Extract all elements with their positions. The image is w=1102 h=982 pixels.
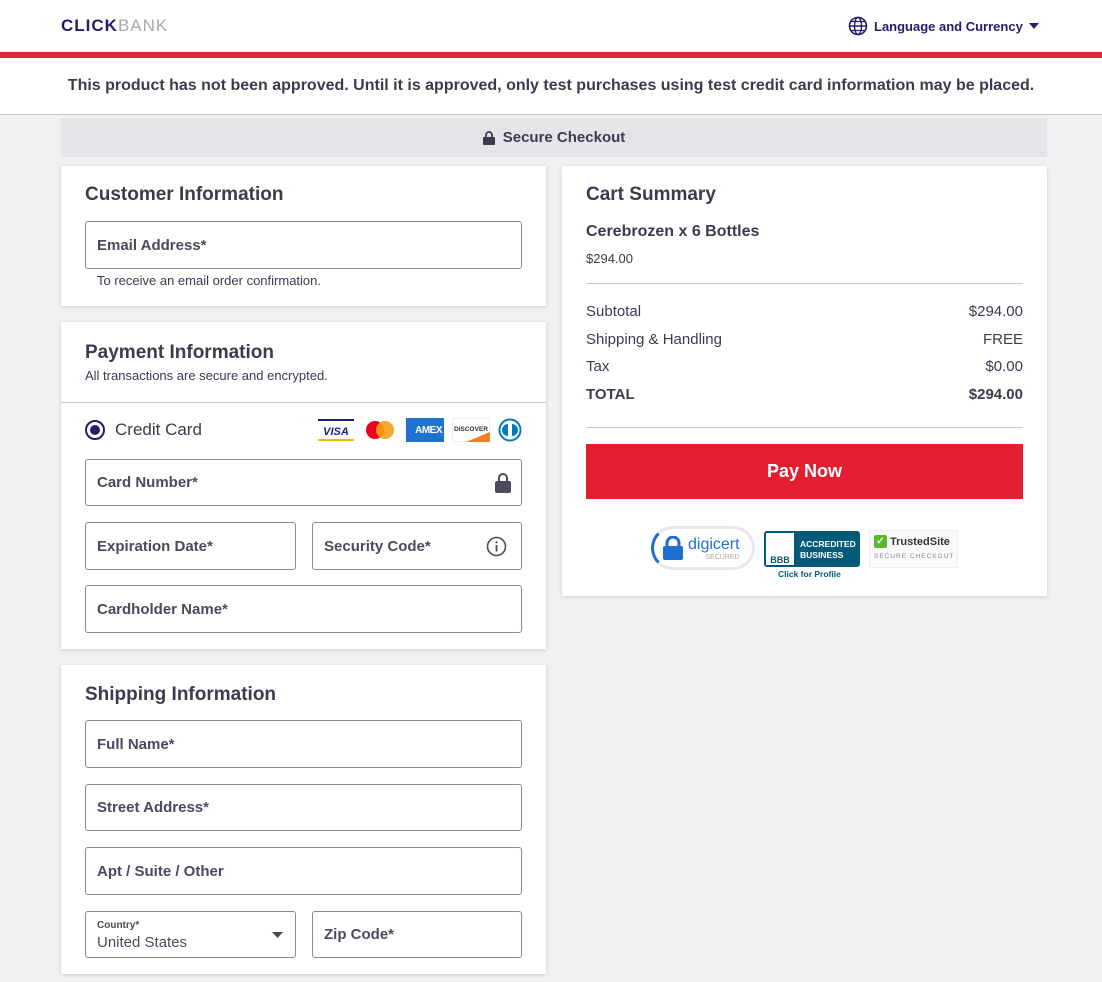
- language-currency-button[interactable]: Language and Currency: [848, 16, 1039, 36]
- divider: [586, 427, 1023, 428]
- visa-icon: VISA: [318, 418, 354, 442]
- card-brands: VISA AMEX DISCOVER: [318, 418, 522, 442]
- apt-suite-field[interactable]: Apt / Suite / Other: [85, 847, 522, 895]
- email-field[interactable]: Email Address*: [85, 221, 522, 269]
- mastercard-icon: [366, 421, 394, 439]
- info-icon[interactable]: [486, 536, 507, 557]
- bbb-logo: BBB: [766, 533, 794, 565]
- padlock-icon: [663, 536, 683, 560]
- country-select[interactable]: Country* United States: [85, 911, 296, 958]
- brand-bar: [0, 52, 1102, 58]
- customer-info-card: Customer Information Email Address* To r…: [61, 166, 546, 306]
- svg-text:VISA: VISA: [323, 426, 349, 438]
- check-icon: ✓: [874, 535, 887, 548]
- cardholder-name-field[interactable]: Cardholder Name*: [85, 585, 522, 633]
- card-number-field[interactable]: Card Number*: [85, 459, 522, 506]
- bbb-badge[interactable]: BBB ACCREDITED BUSINESS: [764, 531, 860, 567]
- security-code-field[interactable]: Security Code*: [312, 522, 522, 570]
- secure-checkout-bar: Secure Checkout: [61, 118, 1047, 157]
- header: [0, 0, 1102, 52]
- divider: [61, 402, 546, 403]
- shipping-row: Shipping & Handling FREE: [586, 331, 1023, 348]
- section-title: Customer Information: [85, 184, 284, 205]
- credit-card-radio[interactable]: Credit Card: [85, 420, 202, 440]
- caret-down-icon: [272, 932, 283, 938]
- diners-club-icon: [498, 418, 522, 442]
- product-price: $294.00: [586, 251, 633, 266]
- tax-row: Tax $0.00: [586, 358, 1023, 375]
- total-row: TOTAL $294.00: [586, 386, 1023, 403]
- pay-now-button[interactable]: Pay Now: [586, 444, 1023, 499]
- subtotal-row: Subtotal $294.00: [586, 303, 1023, 320]
- digicert-badge[interactable]: digicert SECURED: [651, 526, 755, 570]
- section-subtitle: All transactions are secure and encrypte…: [85, 368, 328, 383]
- amex-icon: AMEX: [406, 418, 444, 442]
- globe-icon: [848, 16, 868, 36]
- lock-icon: [495, 473, 511, 493]
- shipping-info-card: Shipping Information Full Name* Street A…: [61, 665, 546, 974]
- email-help: To receive an email order confirmation.: [97, 273, 321, 288]
- lock-icon: [482, 130, 495, 145]
- cart-summary-card: Cart Summary Cerebrozen x 6 Bottles $294…: [562, 166, 1047, 596]
- approval-notice: This product has not been approved. Unti…: [0, 58, 1102, 115]
- section-title: Shipping Information: [85, 684, 277, 705]
- full-name-field[interactable]: Full Name*: [85, 720, 522, 768]
- bbb-profile-link[interactable]: Click for Profile: [778, 569, 841, 579]
- svg-text:DISCOVER: DISCOVER: [454, 426, 488, 433]
- trustedsite-badge[interactable]: ✓ TrustedSite SECURE CHECKOUT: [869, 530, 958, 568]
- expiration-date-field[interactable]: Expiration Date*: [85, 522, 296, 570]
- zip-code-field[interactable]: Zip Code*: [312, 911, 522, 958]
- section-title: Cart Summary: [586, 184, 716, 205]
- payment-info-card: Payment Information All transactions are…: [61, 322, 546, 649]
- section-title: Payment Information: [85, 342, 274, 363]
- street-address-field[interactable]: Street Address*: [85, 784, 522, 831]
- caret-down-icon: [1028, 23, 1039, 29]
- product-name: Cerebrozen x 6 Bottles: [586, 223, 760, 240]
- divider: [586, 283, 1023, 284]
- radio-selected-icon: [85, 420, 105, 440]
- discover-icon: DISCOVER: [452, 418, 490, 442]
- clickbank-logo[interactable]: CLICKBANK: [61, 16, 169, 35]
